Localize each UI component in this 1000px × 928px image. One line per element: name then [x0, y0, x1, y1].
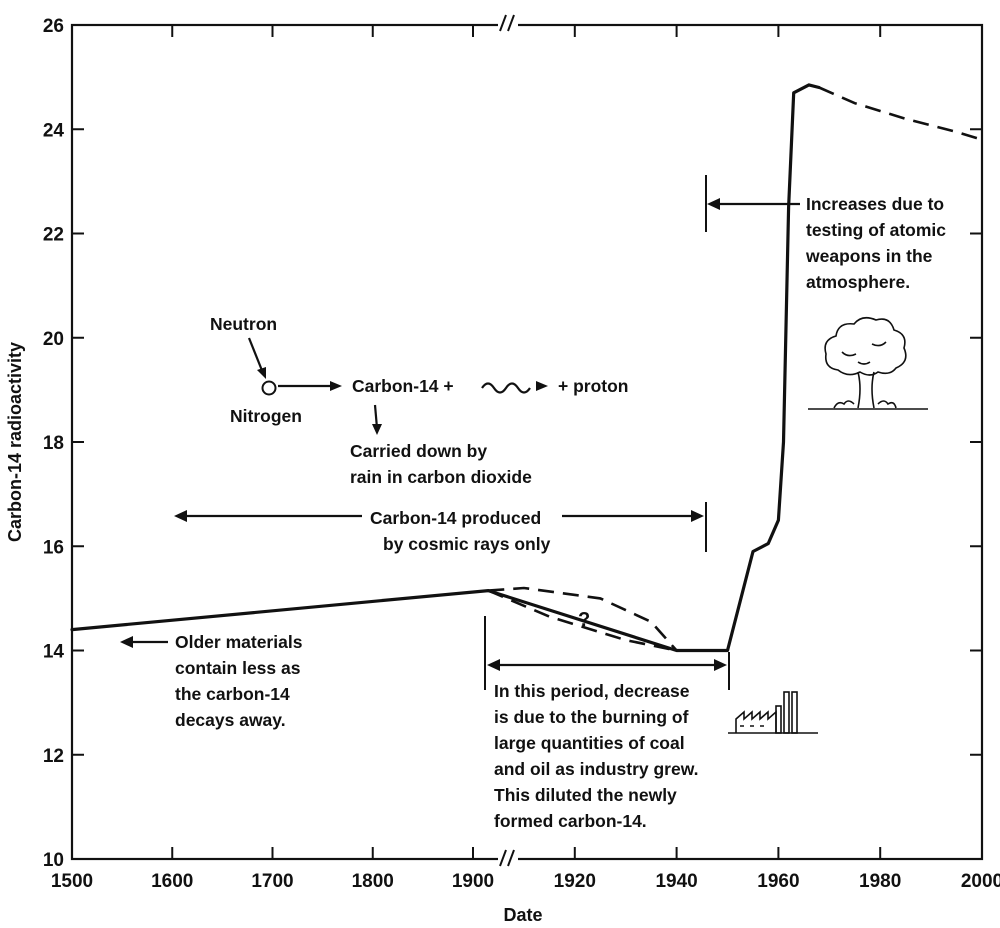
reaction-annotation: Neutron Nitrogen Carbon-14 + + proton Ca…	[210, 314, 628, 487]
mushroom-cloud-icon	[808, 316, 928, 410]
x-tick-label: 1900	[452, 871, 494, 892]
y-tick-label: 16	[43, 537, 64, 558]
older-label-2: contain less as	[175, 658, 301, 678]
cosmic-label-1: Carbon-14 produced	[370, 508, 541, 528]
y-tick-label: 24	[43, 120, 65, 141]
atomic-testing-annotation: Increases due to testing of atomic weapo…	[705, 175, 946, 292]
arrow-head	[257, 367, 266, 379]
x-axis-label: Date	[503, 905, 542, 925]
x-tick-label: 1800	[352, 871, 394, 892]
older-label-4: decays away.	[175, 710, 286, 730]
neutron-label: Neutron	[210, 314, 277, 334]
arrow-head	[120, 636, 133, 648]
x-tick-label: 2000	[961, 871, 1000, 892]
older-materials-annotation: Older materials contain less as the carb…	[120, 632, 303, 730]
tests-label-1: Increases due to	[806, 194, 944, 214]
tests-label-2: testing of atomic	[806, 220, 946, 240]
series-line-3	[488, 586, 678, 652]
arrow-head	[372, 424, 382, 435]
radiation-wave-icon	[481, 382, 531, 394]
arrow-head	[714, 659, 727, 671]
industrial-period-span: In this period, decrease is due to the b…	[484, 616, 730, 831]
tests-label-3: weapons in the	[805, 246, 933, 266]
period-label-6: formed carbon-14.	[494, 811, 647, 831]
carried-label-2: rain in carbon dioxide	[350, 467, 532, 487]
y-axis-label: Carbon-14 radioactivity	[5, 342, 25, 542]
period-label-3: large quantities of coal	[494, 733, 685, 753]
y-tick-label: 10	[43, 850, 64, 871]
series-line-4	[487, 589, 677, 652]
arrow-head	[691, 510, 704, 522]
older-label-3: the carbon-14	[175, 684, 290, 704]
x-tick-label: 1500	[51, 871, 93, 892]
axis-break-top	[498, 14, 518, 36]
series-group	[70, 83, 983, 653]
arrow-head	[330, 381, 342, 391]
cosmic-label-2: by cosmic rays only	[383, 534, 551, 554]
series-line-2	[818, 86, 983, 141]
arrow-head	[174, 510, 187, 522]
period-label-5: This diluted the newly	[494, 785, 677, 805]
x-tick-label: 1940	[655, 871, 697, 892]
x-tick-label: 1980	[859, 871, 901, 892]
arrow-head	[487, 659, 500, 671]
x-tick-label: 1960	[757, 871, 799, 892]
arrow-head	[536, 381, 548, 391]
cosmic-rays-span: Carbon-14 produced by cosmic rays only	[174, 502, 707, 554]
axis-ticks	[71, 24, 983, 860]
y-tick-label: 18	[43, 433, 64, 454]
nitrogen-label: Nitrogen	[230, 406, 302, 426]
axis-tick-labels: 1500 1600 1700 1800 1900 1920 1940 1960 1980 2000…	[43, 16, 1000, 892]
carried-label-1: Carried down by	[350, 441, 487, 461]
factory-icon	[728, 691, 818, 734]
older-label-1: Older materials	[175, 632, 303, 652]
tests-label-4: atmosphere.	[806, 272, 910, 292]
reaction-carbon-label: Carbon-14 +	[352, 376, 454, 396]
y-tick-label: 20	[43, 329, 64, 350]
y-tick-label: 14	[43, 642, 65, 663]
x-tick-label: 1920	[554, 871, 596, 892]
y-tick-label: 26	[43, 16, 64, 37]
question-mark: ?	[578, 609, 590, 631]
series-line-1	[70, 83, 821, 653]
x-tick-label: 1600	[151, 871, 193, 892]
period-label-2: is due to the burning of	[494, 707, 689, 727]
axis-break-bottom	[498, 848, 518, 870]
period-label-1: In this period, decrease	[494, 681, 690, 701]
reaction-proton-label: + proton	[558, 376, 628, 396]
nitrogen-atom-icon	[261, 380, 277, 396]
period-label-4: and oil as industry grew.	[494, 759, 699, 779]
arrow-head	[707, 198, 720, 210]
x-tick-label: 1700	[251, 871, 293, 892]
y-tick-label: 12	[43, 746, 64, 767]
y-tick-label: 22	[43, 225, 64, 246]
